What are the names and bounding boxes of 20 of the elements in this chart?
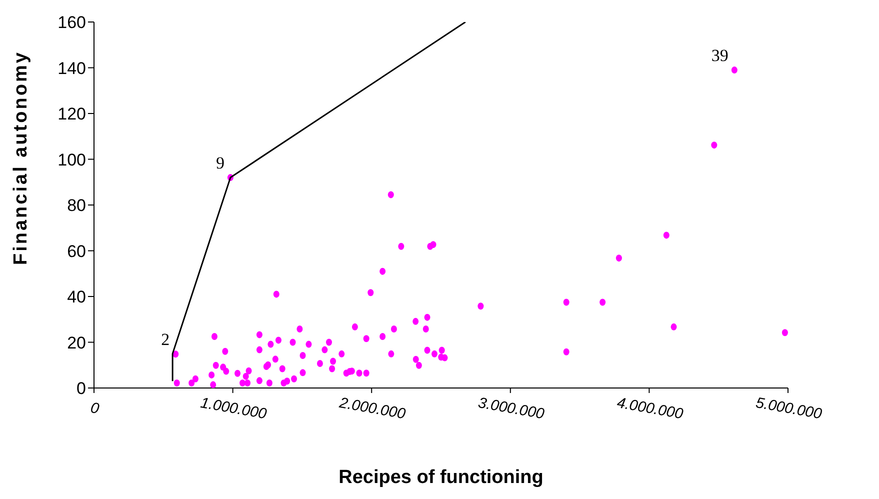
x-tick-label: 0: [89, 399, 102, 418]
y-tick-label: 40: [67, 288, 86, 307]
y-tick-label: 60: [67, 242, 86, 261]
y-tick-label: 140: [58, 58, 86, 78]
x-tick-label: 3.000.000: [476, 394, 546, 423]
annotation: 2: [161, 330, 170, 350]
annotation: 9: [216, 154, 224, 173]
x-axis-title: Recipes of functioning: [338, 467, 544, 488]
x-tick-label: 2.000.000: [337, 394, 408, 423]
y-tick-label: 20: [67, 333, 86, 352]
y-tick-label: 80: [67, 196, 86, 216]
y-tick-label: 100: [58, 150, 86, 170]
y-tick-label: 120: [58, 104, 86, 124]
y-tick-label: 0: [76, 379, 86, 398]
y-axis-title: Financial autonomy: [10, 50, 32, 265]
x-tick-label: 5.000.000: [754, 394, 824, 423]
annotation: 39: [711, 46, 728, 66]
y-tick-label: 160: [58, 13, 86, 32]
x-tick-label: 1.000.000: [199, 394, 269, 423]
x-tick-label: 4.000.000: [616, 394, 685, 423]
